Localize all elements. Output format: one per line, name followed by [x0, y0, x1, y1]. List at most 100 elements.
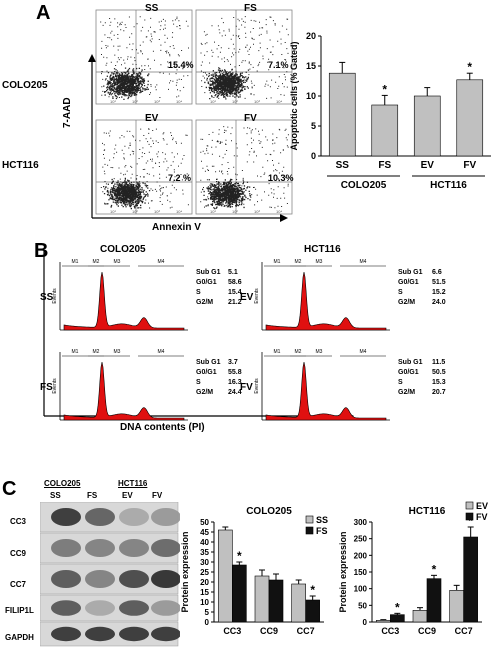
panel-letter-c: C	[2, 478, 17, 500]
legend-label-ev: EV	[476, 501, 488, 511]
legend-swatch-ev	[465, 501, 474, 510]
y-tick-label: 0	[205, 618, 210, 627]
stat-value: 21.2	[228, 299, 242, 306]
histogram-y-label: Events	[52, 378, 58, 394]
y-tick-label: 15	[200, 588, 209, 597]
flow-row-label-hct116: HCT116	[2, 160, 39, 171]
stat-label: Sub G1	[398, 269, 423, 276]
flow-plot-title-ss: SS	[145, 3, 159, 14]
histogram-area	[265, 361, 387, 421]
bar-cc7-ss	[291, 583, 306, 623]
flow-pct-fv: 10.3%	[268, 173, 294, 183]
stat-label: G0/G1	[398, 369, 419, 376]
bar-cc9-fs	[268, 579, 284, 623]
significance-star: *	[395, 600, 400, 614]
flow-tick-label: 10⁴	[276, 99, 282, 104]
histogram-y-label: Events	[254, 378, 260, 394]
significance-star: *	[432, 562, 437, 576]
flow-plot-fs: 10¹ 10² 10³ 10⁴	[195, 9, 293, 105]
blot-band	[119, 508, 149, 526]
stat-label: G0/G1	[398, 279, 419, 286]
flow-y-arrowhead	[88, 54, 96, 62]
histogram-area	[265, 271, 387, 331]
stat-label: G2/M	[398, 389, 415, 396]
category-label-ss: SS	[336, 160, 350, 171]
legend-label-ss: SS	[316, 515, 328, 525]
blot-band	[119, 626, 149, 642]
western-blot-image	[40, 502, 180, 647]
flow-tick-label: 10⁴	[176, 99, 182, 104]
bar-cc7-fs	[305, 599, 320, 623]
category-label-fs: FS	[378, 160, 391, 171]
bar-cc7-ev	[449, 590, 464, 623]
legend-swatch-fv	[465, 512, 474, 521]
flow-plot-frame	[195, 9, 293, 105]
significance-star: *	[467, 60, 472, 74]
category-label-cc7: CC7	[297, 626, 315, 636]
hct116-protein-chart: 0 50 100 150 200 250 300 Protein expression HCT1…	[338, 501, 488, 636]
cellcycle-header-hct116: HCT116	[304, 244, 341, 255]
panel-letter-b: B	[34, 240, 49, 262]
blot-band	[151, 626, 180, 642]
gate-label-m3: M3	[114, 349, 121, 355]
category-label-fv: FV	[463, 160, 476, 171]
legend-swatch-fs	[305, 526, 314, 535]
flow-tick-label: 10²	[132, 99, 138, 104]
category-label-cc3: CC3	[381, 626, 399, 636]
gate-label-m4: M4	[158, 259, 165, 265]
stat-value: 24.4	[228, 389, 242, 396]
flow-plot-fv: 10¹ 10² 10³ 10⁴	[195, 119, 293, 215]
blot-band	[51, 570, 81, 588]
y-tick-label: 150	[354, 568, 368, 577]
blot-band	[119, 600, 149, 616]
flow-tick-label: 10¹	[110, 209, 116, 214]
flow-pct-fs: 7.1%	[268, 60, 289, 70]
gate-label-m2: M2	[295, 259, 302, 265]
flow-tick-label: 10¹	[110, 99, 116, 104]
stat-value: 51.5	[432, 279, 446, 286]
gate-label-m1: M1	[72, 259, 79, 265]
category-label-cc7: CC7	[455, 626, 473, 636]
flow-tick-label: 10³	[154, 209, 160, 214]
western-protein-cc9: CC9	[10, 549, 27, 558]
blot-band	[151, 539, 180, 557]
stat-label: Sub G1	[398, 359, 423, 366]
western-protein-cc7: CC7	[10, 580, 27, 589]
western-protein-filip1l: FILIP1L	[5, 606, 34, 615]
panel-letter-a: A	[36, 2, 51, 24]
y-tick-label: 300	[354, 518, 368, 527]
histogram-fv: Events M1 M2 M3 M4	[254, 349, 390, 421]
histogram-fs: Events M1 M2 M3 M4	[52, 349, 188, 421]
flow-row-label-colo205: COLO205	[2, 80, 48, 91]
flow-plot-ev: 10¹ 10² 10³ 10⁴	[95, 119, 193, 215]
stat-label: S	[398, 379, 403, 386]
y-tick-label: 10	[306, 91, 316, 101]
stat-label: Sub G1	[196, 269, 221, 276]
bar-ss	[328, 72, 356, 157]
stat-value: 15.4	[228, 289, 242, 296]
category-label-cc3: CC3	[223, 626, 241, 636]
histogram-ss: Events M1 M2 M3 M4	[52, 259, 188, 331]
y-tick-label: 200	[354, 551, 368, 560]
bar-cc3-fs	[232, 564, 247, 623]
gate-label-m4: M4	[360, 259, 367, 265]
flow-tick-label: 10³	[254, 99, 260, 104]
stat-value: 15.3	[432, 379, 446, 386]
y-tick-label: 50	[358, 601, 367, 610]
stat-label: S	[196, 289, 201, 296]
stat-label: S	[398, 289, 403, 296]
bar-cc9-fv	[426, 578, 442, 623]
gate-label-m4: M4	[158, 349, 165, 355]
significance-star: *	[237, 549, 242, 563]
histogram-ev: Events M1 M2 M3 M4	[254, 259, 390, 331]
y-tick-label: 5	[205, 608, 210, 617]
flow-tick-label: 10¹	[210, 99, 216, 104]
flow-pct-ss: 15.4%	[168, 60, 194, 70]
y-tick-label: 30	[200, 558, 209, 567]
flow-x-axis-label: Annexin V	[152, 222, 201, 233]
histogram-y-label: Events	[52, 288, 58, 304]
blot-band	[85, 626, 115, 642]
stat-label: G2/M	[398, 299, 415, 306]
category-label-ev: EV	[421, 160, 435, 171]
significance-star: *	[382, 82, 387, 96]
